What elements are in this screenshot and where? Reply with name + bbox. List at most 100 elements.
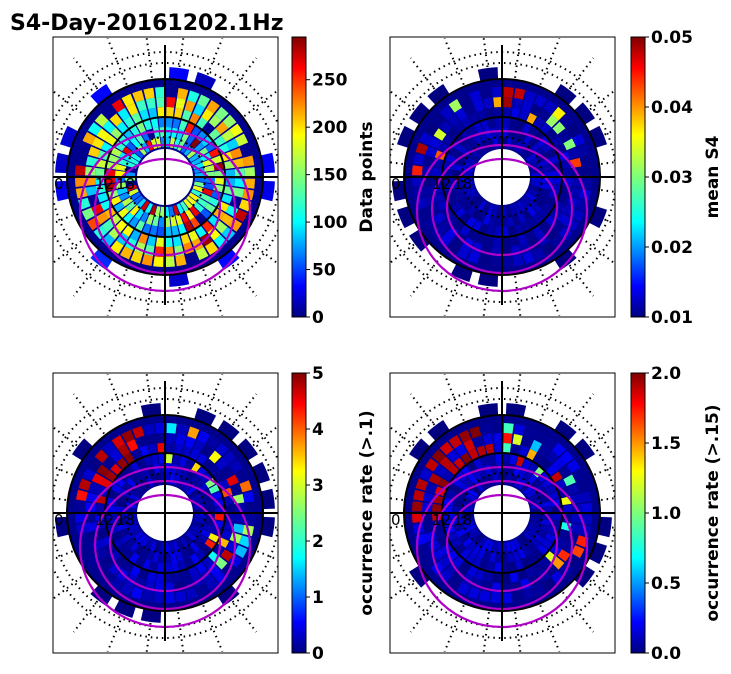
heatmap-cell bbox=[217, 249, 240, 270]
heatmap-cell bbox=[153, 256, 164, 267]
heatmap-cell bbox=[88, 482, 101, 494]
heatmap-cell bbox=[447, 483, 459, 493]
heatmap-cell bbox=[422, 186, 435, 197]
heatmap-cell bbox=[536, 193, 548, 202]
heatmap-cell bbox=[180, 201, 189, 212]
heatmap-cell bbox=[154, 205, 161, 217]
heatmap-cell bbox=[502, 117, 510, 128]
heatmap-cell bbox=[94, 449, 109, 464]
heatmap-cell bbox=[492, 572, 501, 583]
heatmap-cell bbox=[431, 449, 446, 464]
heatmap-cell bbox=[474, 481, 484, 492]
colorbar bbox=[291, 372, 307, 654]
heatmap-cell bbox=[75, 513, 86, 523]
heatmap-cell bbox=[116, 523, 128, 532]
heatmap-cell bbox=[55, 180, 70, 202]
heatmap-cell bbox=[458, 533, 470, 543]
heatmap-cell bbox=[469, 426, 482, 439]
heatmap-cell bbox=[175, 590, 187, 603]
heatmap-cell bbox=[396, 206, 416, 229]
heatmap-cell bbox=[466, 541, 478, 553]
heatmap-cell bbox=[439, 456, 453, 470]
heatmap-cell bbox=[260, 180, 275, 202]
heatmap-cell bbox=[509, 540, 517, 552]
heatmap-cell bbox=[110, 576, 124, 591]
heatmap-cell bbox=[135, 99, 147, 112]
heatmap-cell bbox=[495, 117, 502, 128]
heatmap-cell bbox=[139, 109, 150, 122]
heatmap-cell bbox=[480, 423, 492, 436]
heatmap-cell bbox=[462, 177, 473, 182]
heatmap-cell bbox=[165, 127, 172, 138]
heatmap-cell bbox=[454, 107, 467, 121]
heatmap-cell bbox=[190, 553, 201, 565]
heatmap-cell bbox=[154, 541, 161, 553]
heatmap-cell bbox=[453, 187, 465, 196]
heatmap-cell bbox=[502, 562, 509, 573]
heatmap-cell bbox=[502, 463, 509, 474]
heatmap-cell bbox=[222, 450, 237, 465]
heatmap-cell bbox=[527, 217, 538, 229]
heatmap-cell bbox=[108, 562, 122, 576]
heatmap-cell bbox=[550, 471, 563, 483]
heatmap-cell bbox=[140, 536, 150, 548]
hour-label: 0 bbox=[54, 511, 64, 529]
heatmap-cell bbox=[502, 453, 510, 464]
heatmap-cell bbox=[130, 228, 141, 242]
heatmap-cell bbox=[527, 525, 539, 533]
heatmap-cell bbox=[514, 559, 524, 571]
heatmap-cell bbox=[188, 192, 200, 202]
heatmap-cell bbox=[189, 153, 200, 162]
heatmap-cell bbox=[203, 183, 215, 190]
heatmap-cell bbox=[472, 133, 482, 145]
heatmap-cell bbox=[431, 113, 446, 128]
heatmap-cell bbox=[125, 177, 136, 182]
heatmap-cell bbox=[511, 107, 521, 120]
heatmap-cell bbox=[462, 537, 474, 548]
heatmap-cell bbox=[412, 513, 423, 523]
heatmap-cell bbox=[222, 114, 237, 129]
heatmap-cell bbox=[224, 169, 235, 177]
colorbar-label: mean S4 bbox=[703, 135, 723, 218]
heatmap-cell bbox=[412, 165, 423, 176]
heatmap-cell bbox=[521, 100, 533, 113]
heatmap-cell bbox=[467, 137, 478, 149]
heatmap-cell bbox=[85, 156, 98, 167]
heatmap-cell bbox=[588, 542, 608, 565]
heatmap-cell bbox=[110, 147, 122, 157]
heatmap-cell bbox=[567, 147, 580, 159]
hour-label: 12 bbox=[432, 175, 451, 193]
heatmap-cell bbox=[139, 445, 150, 458]
heatmap-cell bbox=[432, 212, 446, 225]
heatmap-cell bbox=[208, 148, 221, 158]
heatmap-cell bbox=[526, 473, 538, 485]
heatmap-cell bbox=[129, 461, 140, 473]
heatmap-cell bbox=[522, 470, 533, 482]
heatmap-cell bbox=[472, 220, 482, 232]
heatmap-cell bbox=[529, 521, 541, 529]
heatmap-cell bbox=[190, 189, 202, 197]
heatmap-cell bbox=[180, 232, 191, 245]
heatmap-cell bbox=[527, 553, 538, 565]
heatmap-cell bbox=[424, 122, 439, 136]
heatmap-cell bbox=[472, 556, 482, 568]
heatmap-cell bbox=[466, 461, 477, 473]
heatmap-cell bbox=[565, 218, 580, 232]
heatmap-cell bbox=[168, 206, 175, 217]
heatmap-cell bbox=[159, 206, 165, 217]
heatmap-cell bbox=[439, 441, 454, 456]
heatmap-cell bbox=[597, 516, 612, 538]
heatmap-cell bbox=[117, 443, 130, 457]
heatmap-cell bbox=[571, 545, 585, 558]
heatmap-cell bbox=[424, 217, 438, 231]
heatmap-cell bbox=[126, 439, 139, 452]
heatmap-cell bbox=[130, 528, 141, 537]
heatmap-cell bbox=[229, 532, 242, 544]
heatmap-cell bbox=[470, 531, 481, 541]
heatmap-cell bbox=[194, 172, 205, 177]
heatmap-cell bbox=[140, 608, 162, 623]
heatmap-cell bbox=[260, 516, 275, 538]
heatmap-cell bbox=[554, 420, 577, 441]
heatmap-cell bbox=[185, 134, 196, 146]
heatmap-cell bbox=[188, 528, 200, 538]
